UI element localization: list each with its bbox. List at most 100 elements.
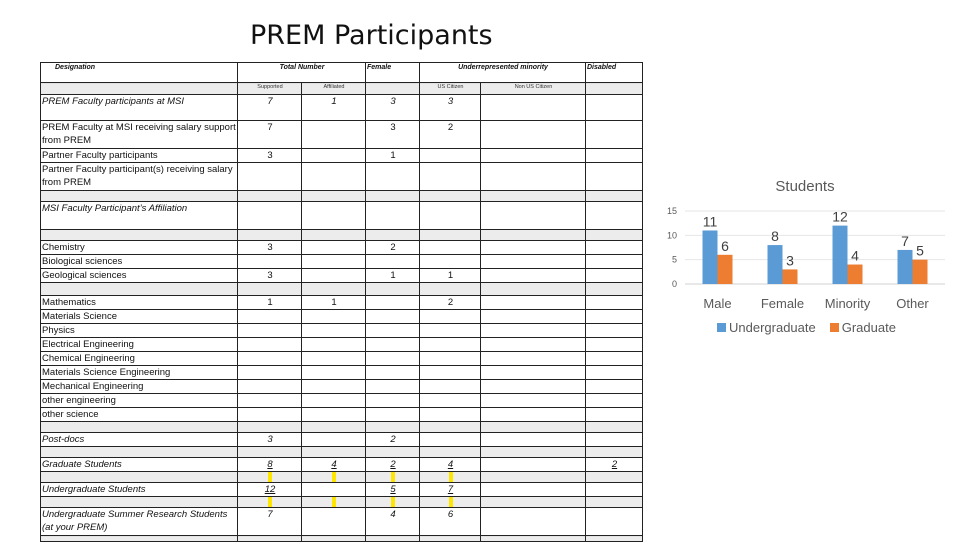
cell-nonus: [480, 507, 586, 536]
table-row: Partner Faculty participant(s) receiving…: [40, 162, 643, 191]
cell-nonus: [480, 407, 586, 422]
cell-affiliated: [301, 351, 366, 366]
row-label: PREM Faculty participants at MSI: [40, 94, 238, 121]
row-label: Chemical Engineering: [40, 351, 238, 366]
cell-us: [419, 148, 481, 163]
table-row: Electrical Engineering: [40, 337, 643, 352]
cell-disabled: [585, 365, 643, 380]
table-row: Undergraduate Students 12 5 7: [40, 482, 643, 497]
cell-nonus: [480, 365, 586, 380]
data-label: 11: [703, 213, 718, 229]
cell-supported: [237, 309, 302, 324]
cell-nonus: [480, 295, 586, 310]
y-tick-label: 0: [672, 279, 677, 289]
header-total-number: Total Number: [237, 62, 366, 83]
header-underrepresented: Underrepresented minority: [419, 62, 586, 83]
cell-affiliated: [301, 393, 366, 408]
cell-female: [365, 393, 420, 408]
x-tick-label: Other: [896, 296, 929, 311]
table-spacer-row: [40, 282, 643, 296]
cell-affiliated: [301, 482, 366, 497]
cell-disabled: [585, 351, 643, 366]
cell-female: 2: [365, 432, 420, 447]
cell-disabled: [585, 201, 643, 230]
bar-undergraduate-other: [897, 249, 913, 284]
table-row: Graduate Students 8 4 2 4 2: [40, 457, 643, 472]
cell-us: [419, 254, 481, 269]
cell-nonus: [480, 379, 586, 394]
row-label: Partner Faculty participant(s) receiving…: [40, 162, 238, 191]
cell-supported: 7: [237, 94, 302, 121]
cell-supported: 8: [237, 457, 302, 472]
cell-disabled: [585, 507, 643, 536]
cell-disabled: [585, 268, 643, 283]
y-tick-label: 15: [667, 206, 677, 216]
table-row: Mathematics 1 1 2: [40, 295, 643, 310]
cell-affiliated: 4: [301, 457, 366, 472]
cell-us: [419, 393, 481, 408]
cell-affiliated: [301, 120, 366, 149]
row-label: Mathematics: [40, 295, 238, 310]
bar-graduate-male: [717, 254, 733, 284]
data-label: 4: [851, 248, 859, 264]
highlight-mark: [332, 472, 336, 482]
row-label: Biological sciences: [40, 254, 238, 269]
table-row: PREM Faculty participants at MSI 7 1 3 3: [40, 94, 643, 121]
cell-nonus: [480, 240, 586, 255]
highlight-mark: [268, 497, 272, 507]
cell-disabled: [585, 295, 643, 310]
y-tick-label: 10: [667, 230, 677, 240]
cell-supported: [237, 323, 302, 338]
cell-supported: 3: [237, 148, 302, 163]
cell-affiliated: 1: [301, 295, 366, 310]
cell-supported: 3: [237, 268, 302, 283]
row-label: Post-docs: [40, 432, 238, 447]
cell-us: [419, 309, 481, 324]
row-label: Geological sciences: [40, 268, 238, 283]
cell-supported: 12: [237, 482, 302, 497]
cell-disabled: [585, 379, 643, 394]
legend-item-graduate: Graduate: [829, 320, 896, 335]
cell-supported: [237, 351, 302, 366]
data-label: 7: [901, 233, 909, 249]
cell-us: [419, 407, 481, 422]
bar-graduate-minority: [847, 264, 863, 284]
cell-disabled: [585, 254, 643, 269]
table-spacer-row: [40, 471, 643, 483]
row-label: Materials Science: [40, 309, 238, 324]
table-spacer-row: [40, 421, 643, 433]
bar-graduate-female: [782, 269, 798, 284]
cell-female: [365, 201, 420, 230]
cell-female: 1: [365, 268, 420, 283]
table-spacer-row: [40, 190, 643, 202]
data-label: 12: [832, 209, 848, 225]
table-row: PREM Faculty at MSI receiving salary sup…: [40, 120, 643, 149]
cell-affiliated: [301, 148, 366, 163]
header-designation: Designation: [40, 62, 238, 83]
subheader-us-citizen: US Citizen: [419, 82, 481, 95]
highlight-mark: [268, 472, 272, 482]
slide-title: PREM Participants: [250, 20, 493, 51]
cell-us: [419, 240, 481, 255]
cell-affiliated: [301, 240, 366, 255]
cell-female: [365, 162, 420, 191]
highlight-mark: [391, 472, 395, 482]
legend-swatch-graduate: [829, 323, 839, 332]
cell-disabled: [585, 120, 643, 149]
highlight-mark: [448, 497, 453, 507]
cell-nonus: [480, 323, 586, 338]
cell-female: [365, 337, 420, 352]
cell-supported: [237, 162, 302, 191]
bar-undergraduate-male: [702, 230, 718, 284]
cell-affiliated: [301, 407, 366, 422]
cell-nonus: [480, 337, 586, 352]
cell-disabled: [585, 240, 643, 255]
cell-us: 1: [419, 268, 481, 283]
cell-female: [365, 407, 420, 422]
table-row: Materials Science: [40, 309, 643, 324]
cell-affiliated: 1: [301, 94, 366, 121]
students-chart: 0 5 10 15 11 6 Male 8 3 Female 12 4 Minority 7 5 Other: [650, 172, 960, 342]
cell-us: 3: [419, 94, 481, 121]
row-label: Electrical Engineering: [40, 337, 238, 352]
